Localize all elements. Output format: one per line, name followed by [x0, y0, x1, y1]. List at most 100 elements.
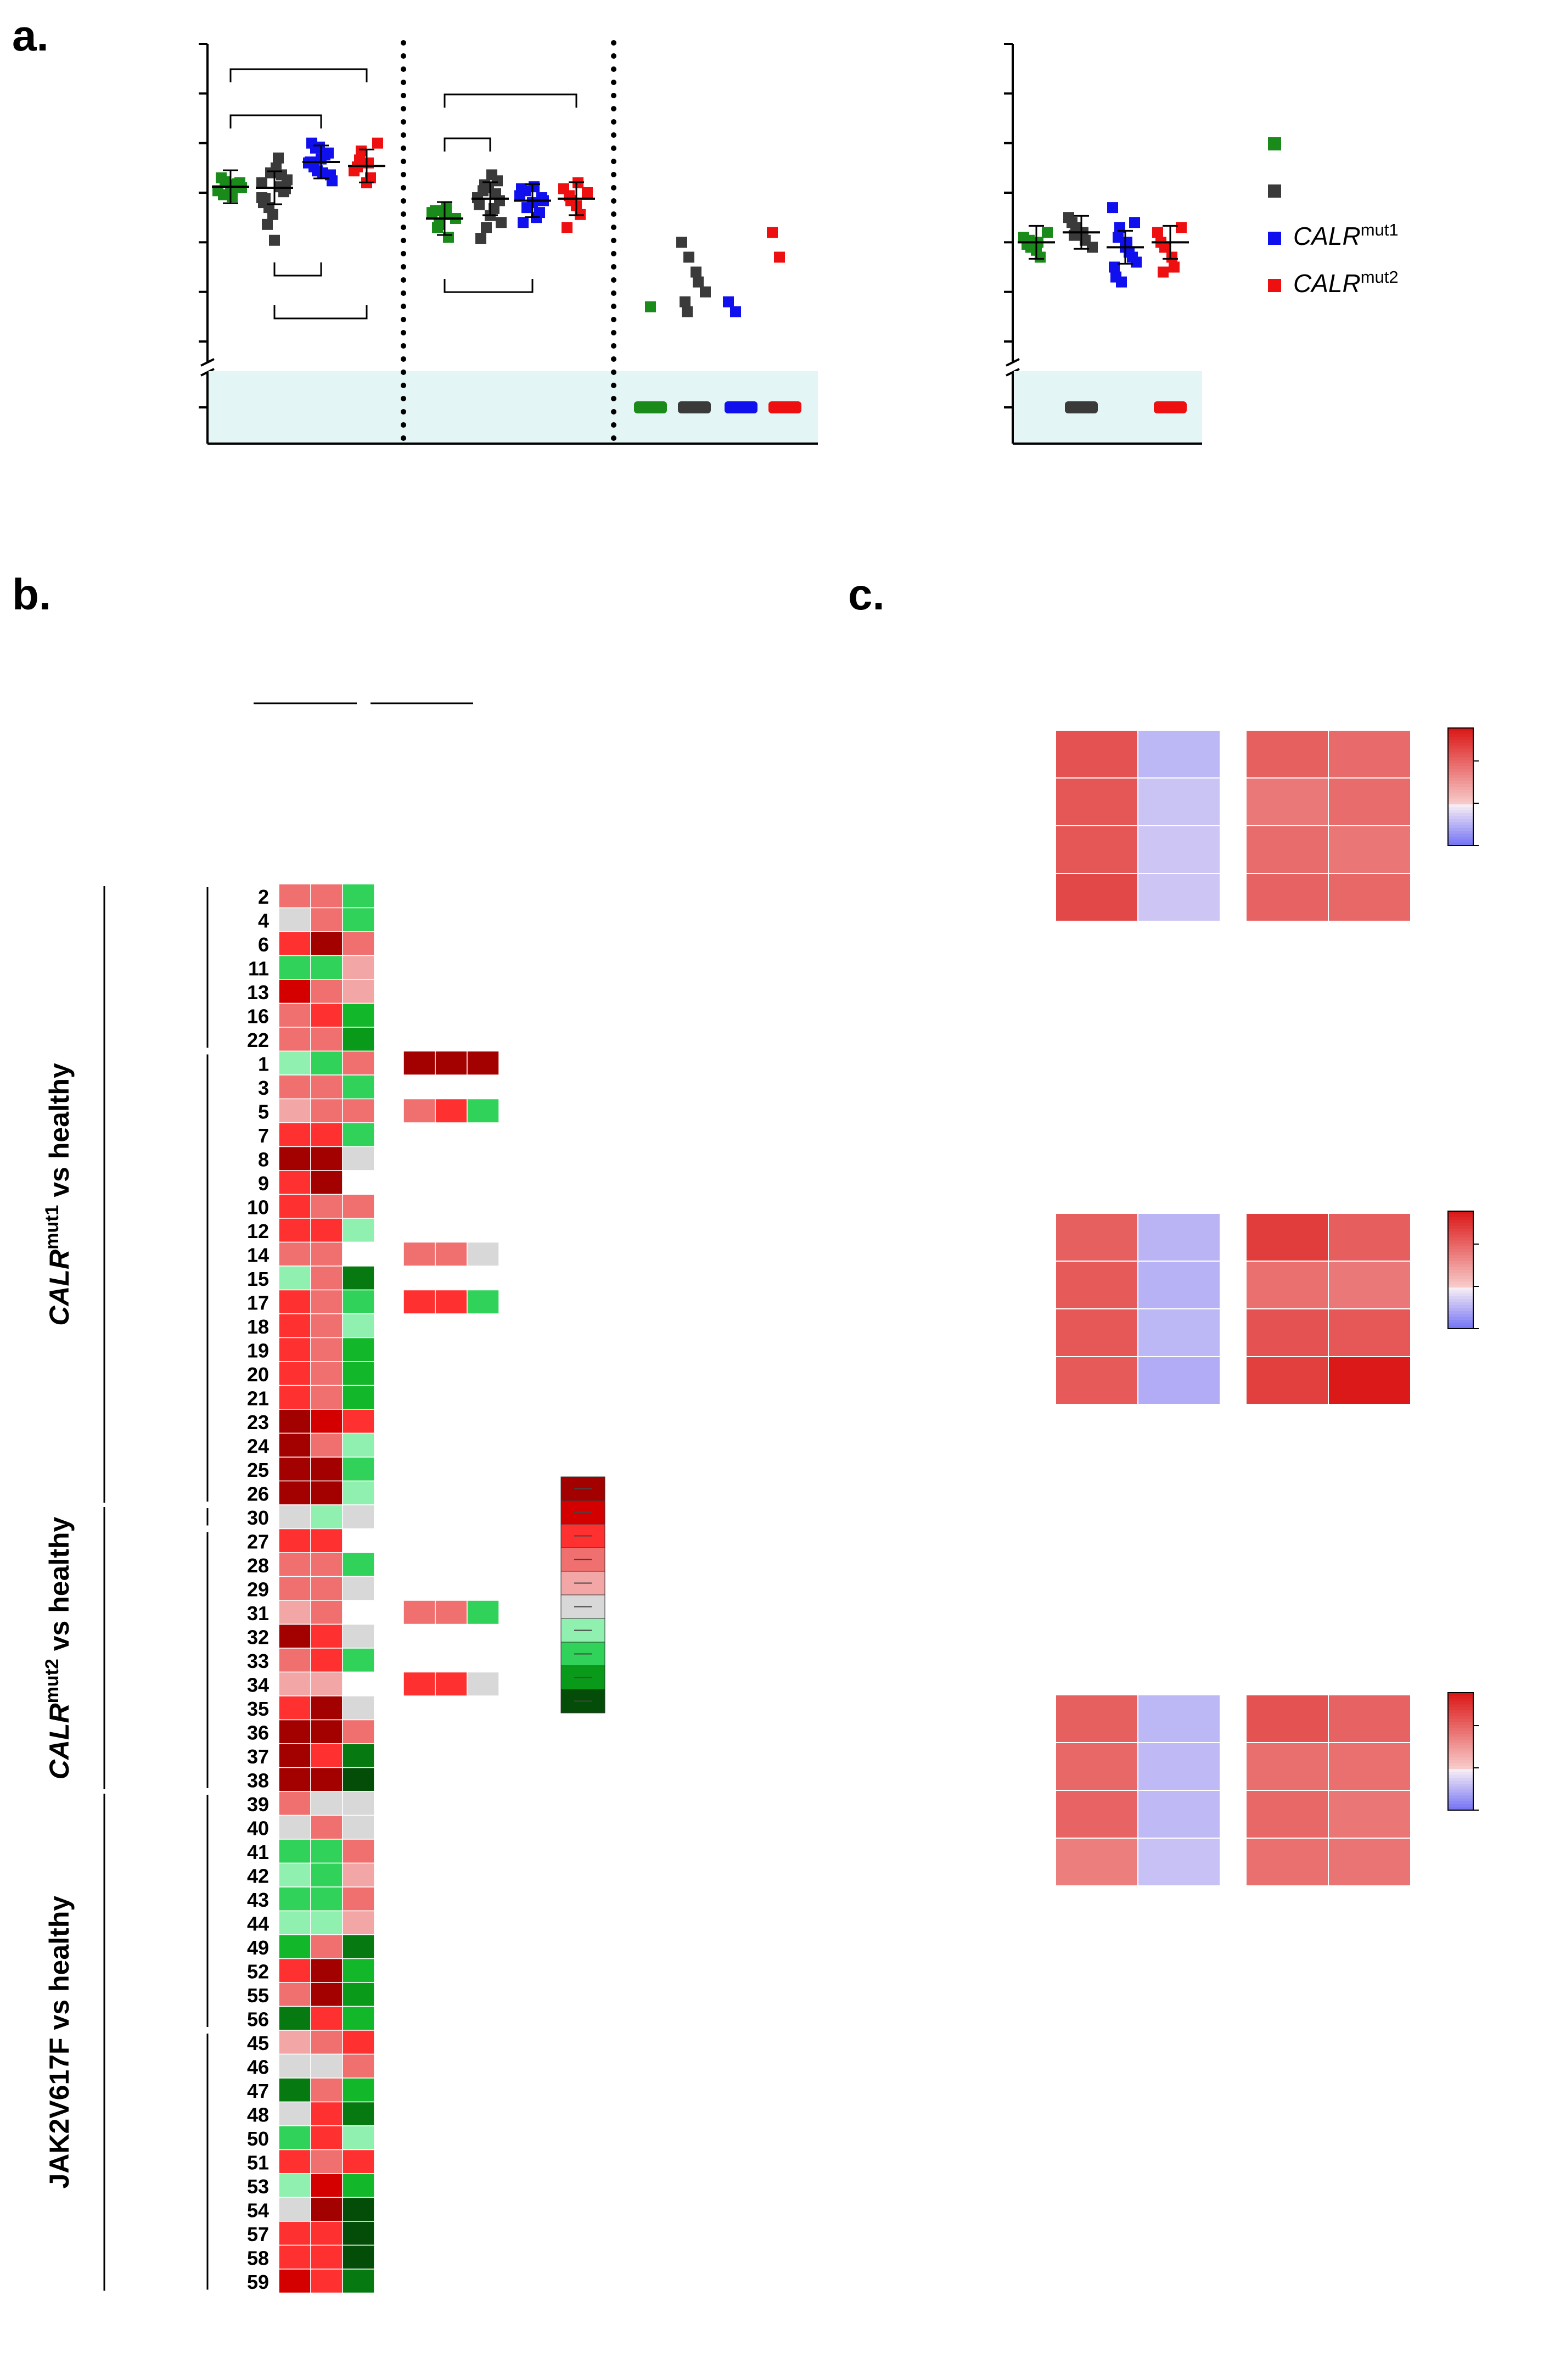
data-point-calr2 — [356, 145, 367, 157]
dotted-separator — [401, 185, 406, 191]
heatmap-cell-followup — [403, 1098, 436, 1123]
heatmap-cell — [310, 907, 343, 932]
heatmap-cell — [310, 1958, 343, 1983]
heatmap-cell — [310, 1241, 343, 1267]
colorbar-segment — [1448, 831, 1473, 835]
colorbar-segment — [1448, 728, 1473, 732]
heatmap-cell — [310, 2173, 343, 2198]
heatmap-cell-followup — [403, 1050, 436, 1076]
heatmap-cell — [310, 2197, 343, 2222]
significance-bracket — [229, 68, 368, 82]
heatmap-cell — [342, 1719, 375, 1744]
legend-label-2: CALRmut1 — [1293, 220, 1399, 251]
dotted-separator — [611, 132, 616, 138]
dotted-separator — [611, 304, 616, 309]
row-label: 54 — [247, 2199, 269, 2221]
heatmap-cell — [278, 1862, 311, 1888]
colorbar-segment — [1448, 1264, 1473, 1268]
data-point-calr1 — [1116, 276, 1127, 288]
heatmap-cell — [278, 2269, 311, 2294]
colorbar-segment — [1448, 1722, 1473, 1726]
data-point-healthy — [216, 172, 227, 183]
colorbar-segment — [1448, 1695, 1473, 1699]
viability-cell — [1055, 1838, 1138, 1886]
dotted-separator — [611, 159, 616, 164]
colorbar-segment — [1448, 783, 1473, 787]
heatmap-cell — [310, 1170, 343, 1195]
colorbar-segment — [1448, 1229, 1473, 1233]
row-label: 50 — [247, 2127, 269, 2150]
data-point-calr2 — [562, 222, 573, 233]
data-point-jak2 — [267, 209, 278, 220]
colorbar-segment — [1448, 804, 1473, 808]
colorbar-segment — [1448, 1314, 1473, 1318]
heatmap-cell-followup — [467, 1600, 500, 1625]
dotted-separator — [611, 356, 616, 362]
data-point-healthy — [1024, 234, 1035, 246]
colorbar-segment — [1448, 757, 1473, 761]
row-label: 59 — [247, 2271, 269, 2293]
dotted-separator — [611, 145, 616, 151]
heatmap-cell-followup — [435, 1098, 468, 1123]
heatmap-cell — [278, 1552, 311, 1577]
dotted-separator — [611, 40, 616, 46]
row-label: 28 — [247, 1554, 269, 1577]
colorbar-segment — [1448, 1754, 1473, 1758]
colorbar-segment — [1448, 1774, 1473, 1779]
row-label: 20 — [247, 1363, 269, 1386]
viability-cell — [1055, 730, 1138, 779]
heatmap-cell — [342, 1050, 375, 1076]
dotted-separator — [611, 396, 616, 401]
significance-bracket — [444, 93, 577, 108]
viability-cell — [1245, 1838, 1329, 1886]
dotted-separator — [401, 396, 406, 401]
heatmap-cell — [342, 2030, 375, 2055]
colorbar-segment — [1448, 801, 1473, 805]
heatmap-cell-followup — [467, 1098, 500, 1123]
data-point-jak2 — [474, 199, 485, 210]
colorbar-segment — [1448, 1801, 1473, 1805]
data-point-jak2 — [265, 167, 276, 178]
dotted-separator — [611, 277, 616, 283]
colorbar-segment — [1448, 787, 1473, 791]
data-point-jak2 — [693, 276, 704, 288]
colorbar-segment — [1448, 1270, 1473, 1274]
heatmap-cell — [342, 1289, 375, 1314]
colorbar-segment — [1448, 833, 1473, 837]
heatmap-cell — [342, 2125, 375, 2151]
colorbar-segment — [1448, 1296, 1473, 1300]
dotted-separator — [401, 40, 406, 46]
colorbar-segment — [1448, 1267, 1473, 1270]
row-label: 33 — [247, 1650, 269, 1672]
heatmap-cell — [310, 1003, 343, 1028]
colorbar-segment — [1448, 1220, 1473, 1224]
heatmap-cell — [310, 1743, 343, 1768]
data-point-calr2 — [1152, 227, 1163, 238]
row-label: 24 — [247, 1435, 269, 1457]
data-point-calr1 — [1129, 217, 1140, 228]
data-point-calr1 — [323, 147, 334, 159]
heatmap-cell — [310, 2221, 343, 2246]
colorbar-segment — [1448, 789, 1473, 793]
heatmap-cell — [278, 1623, 311, 1649]
group-label: CALRmut1 vs healthy — [42, 1063, 75, 1326]
heatmap-cell — [278, 1958, 311, 1983]
heatmap-cell — [278, 1289, 311, 1314]
data-point-jak2 — [490, 188, 501, 199]
dotted-separator — [401, 66, 406, 72]
row-label: 8 — [258, 1148, 269, 1171]
row-label: 39 — [247, 1793, 269, 1816]
viability-cell — [1137, 1838, 1221, 1886]
colorbar-segment — [1448, 1243, 1473, 1247]
heatmap-cell — [342, 1432, 375, 1458]
heatmap-cell — [310, 1600, 343, 1625]
legend-swatch-2 — [1268, 232, 1281, 245]
heatmap-cell — [342, 1791, 375, 1816]
colorbar-segment — [1448, 746, 1473, 749]
heatmap-cell — [342, 1695, 375, 1721]
data-point-calr1 — [730, 306, 741, 317]
row-label: 36 — [247, 1721, 269, 1744]
dotted-separator — [401, 317, 406, 322]
data-point-jak2 — [269, 234, 280, 246]
colorbar-segment — [1448, 1281, 1473, 1285]
